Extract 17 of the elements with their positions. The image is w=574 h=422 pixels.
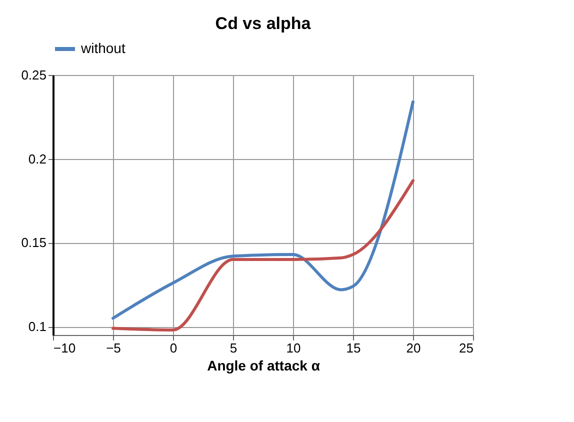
x-tick-label: 10: [286, 340, 301, 356]
x-tick-label: 25: [459, 340, 474, 356]
x-axis-title: Angle of attack α: [207, 358, 320, 374]
chart-title: Cd vs alpha: [215, 14, 312, 33]
y-tick-label: 0.15: [21, 235, 46, 250]
y-tick-label: 0.25: [21, 68, 46, 82]
x-tick-label: 0: [170, 340, 178, 356]
x-tick-label: −5: [106, 340, 121, 356]
y-tick-label: 0.2: [28, 151, 46, 166]
x-tick-label: 15: [346, 340, 361, 356]
x-tick-label: −10: [54, 340, 76, 356]
x-tick-label: 20: [406, 340, 421, 356]
line-series: [112, 100, 414, 320]
y-tick-label: 0.1: [28, 319, 46, 334]
x-tick-label: 5: [230, 340, 238, 356]
line-series: [112, 179, 414, 332]
legend-label: without: [80, 40, 126, 56]
